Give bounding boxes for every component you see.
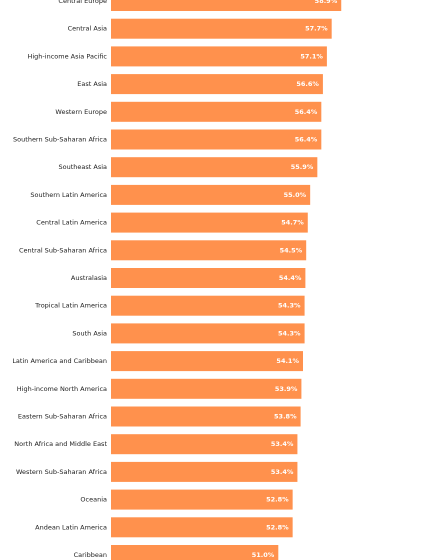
category-label: Central Europe: [58, 0, 107, 5]
value-label: 52.8%: [266, 496, 289, 504]
value-label: 56.4%: [295, 136, 318, 144]
bar: [111, 434, 298, 455]
value-label: 54.3%: [278, 302, 301, 310]
bar: [111, 351, 303, 372]
category-label: High-income North America: [17, 385, 107, 393]
category-label: Western Sub-Saharan Africa: [16, 468, 107, 476]
value-label: 57.1%: [300, 52, 323, 60]
value-label: 53.4%: [271, 440, 294, 448]
value-label: 55.0%: [284, 191, 307, 199]
bar: [111, 268, 306, 288]
value-label: 54.7%: [281, 219, 304, 227]
category-label: Southeast Asia: [59, 163, 108, 171]
category-label: High-income Asia Pacific: [27, 52, 107, 60]
value-label: 55.9%: [291, 163, 314, 171]
category-label: East Asia: [77, 80, 107, 88]
category-label: North Africa and Middle East: [14, 440, 107, 448]
bar: [111, 406, 301, 427]
bar: [111, 157, 318, 178]
value-label: 54.3%: [278, 329, 301, 337]
bar: [111, 18, 332, 39]
bar: [111, 129, 322, 150]
value-label: 53.9%: [275, 385, 298, 393]
category-label: Oceania: [80, 496, 107, 504]
category-label: Tropical Latin America: [34, 302, 107, 310]
category-label: Southern Sub-Saharan Africa: [13, 136, 107, 144]
value-label: 53.4%: [271, 468, 294, 476]
bar: [111, 46, 327, 67]
value-label: 54.5%: [280, 246, 303, 254]
bar: [111, 295, 305, 316]
bar: [111, 240, 307, 261]
bar: [111, 545, 279, 560]
category-label: Central Asia: [68, 25, 107, 33]
bar: [111, 489, 293, 510]
bar: [111, 74, 323, 95]
value-label: 58.9%: [315, 0, 338, 5]
category-label: Australasia: [71, 274, 107, 282]
value-label: 51.0%: [252, 551, 275, 559]
bar: [111, 101, 322, 122]
category-label: Latin America and Caribbean: [12, 357, 107, 365]
value-label: 54.4%: [279, 274, 302, 282]
bar: [111, 461, 298, 482]
category-label: Western Europe: [55, 108, 107, 116]
bar: [111, 212, 308, 233]
value-label: 52.8%: [266, 523, 289, 531]
bar: [111, 184, 311, 205]
bar: [111, 378, 302, 399]
category-label: Andean Latin America: [35, 523, 107, 531]
bar: [111, 323, 305, 344]
value-label: 56.6%: [296, 80, 319, 88]
category-label: Central Sub-Saharan Africa: [19, 246, 107, 254]
value-label: 54.1%: [276, 357, 299, 365]
category-label: Southern Latin America: [30, 191, 107, 199]
bar: [111, 0, 342, 11]
category-label: Caribbean: [74, 551, 107, 559]
value-label: 57.7%: [305, 25, 328, 33]
category-label: South Asia: [72, 329, 107, 337]
bar: [111, 517, 293, 538]
value-label: 53.8%: [274, 413, 297, 421]
category-label: Eastern Sub-Saharan Africa: [18, 413, 107, 421]
category-label: Central Latin America: [36, 219, 107, 227]
value-label: 56.4%: [295, 108, 318, 116]
